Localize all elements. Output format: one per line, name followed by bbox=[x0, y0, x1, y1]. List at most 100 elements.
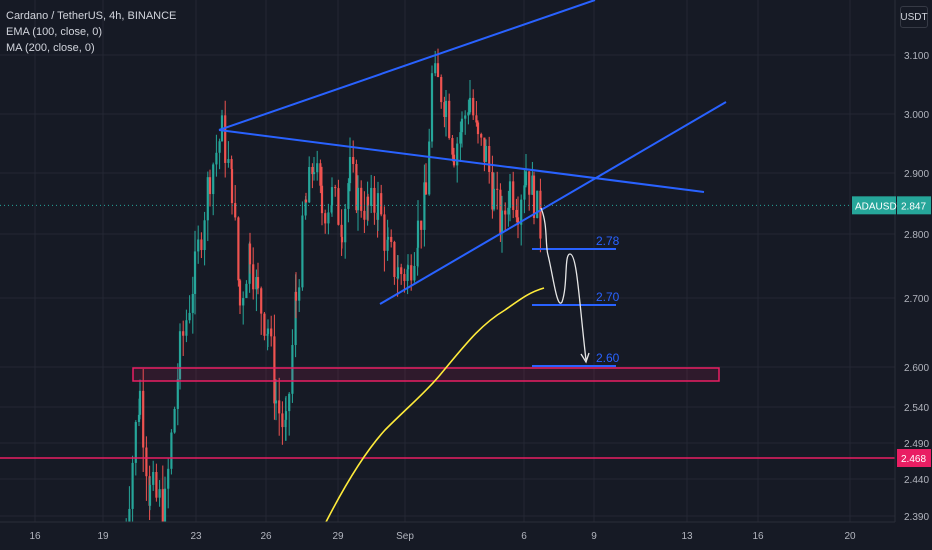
candle-body bbox=[155, 471, 158, 498]
candle-body bbox=[536, 190, 539, 218]
candle-body bbox=[366, 196, 370, 206]
candle-body bbox=[524, 171, 528, 186]
candle-body bbox=[200, 239, 203, 251]
price-tick-label: 2.390 bbox=[904, 512, 929, 523]
candle-body bbox=[263, 313, 266, 336]
candle-body bbox=[396, 267, 400, 279]
candle-body bbox=[294, 291, 298, 301]
candle-body bbox=[167, 468, 170, 489]
candle-body bbox=[260, 288, 263, 314]
time-tick-label: 6 bbox=[521, 531, 527, 542]
candle-body bbox=[523, 185, 526, 200]
price-tick-label: 2.900 bbox=[904, 169, 929, 180]
candle-body bbox=[440, 77, 443, 103]
chart-legend: Cardano / TetherUS, 4h, BINANCE EMA (100… bbox=[6, 8, 176, 56]
demand-zone bbox=[132, 367, 720, 382]
candle-body bbox=[403, 274, 406, 281]
candle-body bbox=[137, 414, 141, 423]
candle-body bbox=[483, 137, 486, 162]
projection-path bbox=[540, 207, 587, 361]
candle-body bbox=[496, 188, 499, 190]
candle-body bbox=[312, 172, 316, 175]
candle-body bbox=[182, 331, 185, 336]
candle-body bbox=[324, 213, 327, 224]
candle-body bbox=[230, 169, 234, 204]
candle-body bbox=[245, 283, 248, 299]
trendline bbox=[218, 129, 705, 193]
time-axis-bg bbox=[0, 522, 932, 550]
candle-body bbox=[234, 203, 237, 218]
candle-body bbox=[413, 265, 416, 281]
ma-indicator-label[interactable]: MA (200, close, 0) bbox=[6, 42, 95, 54]
candle-body bbox=[467, 112, 470, 116]
candle-body bbox=[176, 379, 179, 409]
candle-body bbox=[488, 146, 491, 172]
candle-body bbox=[138, 390, 142, 415]
candle-body bbox=[459, 132, 462, 144]
candle-body bbox=[337, 188, 340, 225]
price-tick-label: 2.600 bbox=[904, 363, 929, 374]
candle-body bbox=[406, 265, 410, 270]
candle-body bbox=[515, 209, 518, 218]
candle-body bbox=[406, 269, 409, 281]
candle-body bbox=[531, 175, 534, 195]
price-tick-label: 3.000 bbox=[904, 110, 929, 121]
candle-body bbox=[480, 134, 483, 138]
last-price-tag bbox=[897, 196, 931, 215]
symbol-title[interactable]: Cardano / TetherUS, 4h, BINANCE bbox=[6, 10, 177, 22]
candle-body bbox=[128, 508, 131, 530]
candle-body bbox=[370, 187, 373, 206]
grid-lines bbox=[0, 0, 895, 522]
candle-body bbox=[539, 190, 542, 239]
candle-body bbox=[294, 291, 297, 346]
time-tick-label: 19 bbox=[97, 531, 109, 542]
candle-body bbox=[288, 393, 291, 412]
price-tick-label: 2.700 bbox=[904, 294, 929, 305]
price-tick-label: 2.540 bbox=[904, 403, 929, 414]
candle-body bbox=[491, 171, 494, 210]
price-tick-label: 3.100 bbox=[904, 51, 929, 62]
candle-body bbox=[256, 277, 260, 289]
candle-body bbox=[363, 210, 366, 220]
candle-body bbox=[423, 182, 426, 230]
price-tick-label: 2.490 bbox=[904, 439, 929, 450]
candle-body bbox=[163, 488, 167, 529]
candle-body bbox=[152, 471, 155, 485]
candle-body bbox=[416, 220, 420, 248]
candle-body bbox=[224, 115, 227, 163]
candle-body bbox=[352, 157, 355, 165]
price-axis[interactable]: 3.100 3.000 2.900 2.800 2.700 2.600 2.540 2.490… bbox=[852, 0, 932, 550]
candle-body bbox=[532, 175, 536, 218]
price-tick-label: 2.800 bbox=[904, 230, 929, 241]
candle-body bbox=[386, 236, 390, 240]
trendline bbox=[218, 0, 596, 131]
candle-body bbox=[238, 280, 242, 306]
candle-body bbox=[512, 181, 515, 210]
candle-body bbox=[340, 236, 344, 243]
candle-body bbox=[248, 243, 252, 265]
candle-body bbox=[291, 345, 294, 394]
candle-body bbox=[330, 187, 334, 206]
candle-body bbox=[476, 122, 480, 135]
candle-body bbox=[173, 408, 176, 433]
candle-body bbox=[468, 97, 472, 113]
time-axis[interactable]: 16 19 23 26 29 Sep 6 9 13 16 20 bbox=[0, 521, 932, 550]
candle-body bbox=[393, 241, 396, 277]
candle-body bbox=[504, 210, 507, 215]
candle-body bbox=[316, 163, 319, 173]
candle-body bbox=[376, 193, 380, 220]
candle-body bbox=[278, 400, 281, 414]
candle-body bbox=[218, 141, 221, 153]
time-tick-label: 23 bbox=[190, 531, 202, 542]
candle-body bbox=[255, 277, 258, 290]
candle-body bbox=[284, 411, 288, 420]
candle-body bbox=[528, 171, 531, 195]
currency-button[interactable]: USDT bbox=[900, 6, 928, 28]
ema-indicator-label[interactable]: EMA (100, close, 0) bbox=[6, 26, 102, 38]
target-label: 2.60 bbox=[596, 351, 620, 365]
candle-body bbox=[308, 167, 311, 203]
symbol-tag bbox=[852, 196, 896, 215]
time-tick-label: 16 bbox=[752, 531, 764, 542]
candle-body bbox=[434, 63, 437, 74]
